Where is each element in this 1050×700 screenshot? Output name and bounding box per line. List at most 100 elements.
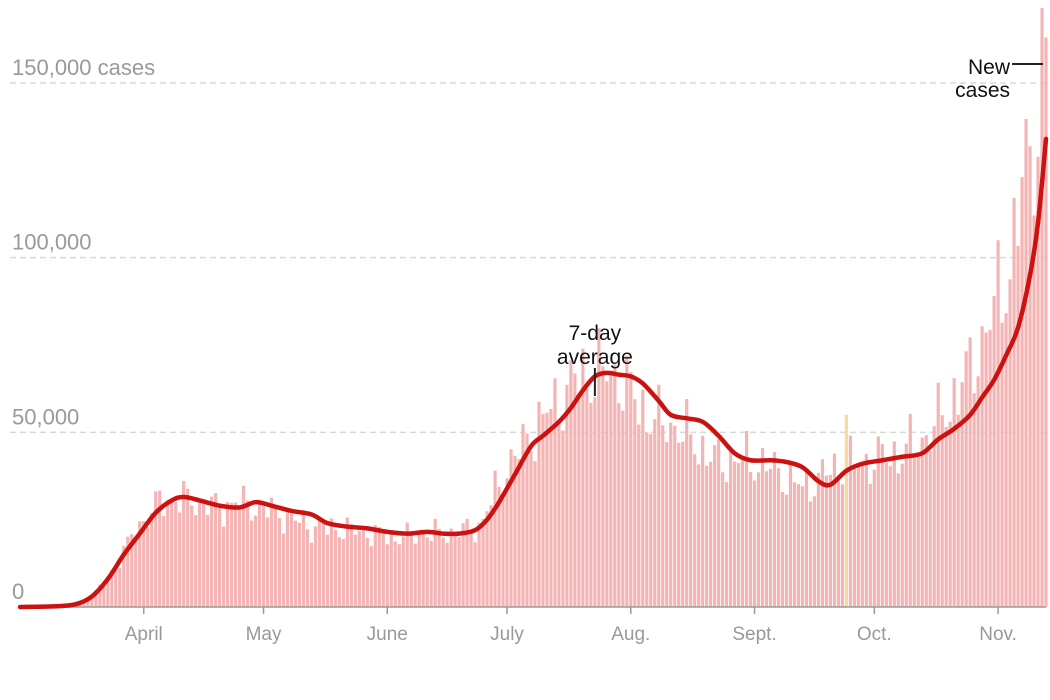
new-cases-bar: [269, 497, 274, 607]
new-cases-bar: [657, 384, 661, 607]
new-cases-bar: [313, 526, 318, 607]
new-cases-bar: [485, 511, 489, 607]
new-cases-bar: [305, 529, 310, 607]
new-cases-bar: [709, 461, 713, 607]
new-cases-bar: [433, 518, 437, 607]
new-cases-bar: [90, 597, 94, 607]
new-cases-bar: [992, 296, 996, 607]
new-cases-bar: [601, 366, 605, 607]
new-cases-bar: [764, 471, 769, 607]
new-cases-bar: [748, 472, 753, 607]
y-tick-label: 0: [12, 579, 24, 604]
new-cases-bar: [413, 543, 417, 607]
x-tick-label: Sept.: [732, 624, 776, 645]
new-cases-bar: [393, 541, 397, 607]
new-cases-bar: [828, 474, 833, 607]
new-cases-bar: [956, 414, 960, 607]
new-cases-bar: [257, 502, 262, 607]
new-cases-bar: [126, 536, 130, 607]
new-cases-bar: [517, 458, 521, 607]
new-cases-bar: [445, 542, 449, 607]
new-cases-bar: [529, 451, 533, 607]
y-tick-label: 50,000: [12, 404, 79, 429]
new-cases-bar: [784, 494, 789, 607]
new-cases-bar: [321, 522, 325, 607]
annotation-text: average: [557, 346, 633, 369]
new-cases-bar: [501, 494, 505, 607]
new-cases-bar: [114, 565, 118, 607]
new-cases-bar: [102, 583, 106, 607]
new-cases-bar: [1044, 37, 1048, 607]
new-cases-bar: [545, 412, 549, 607]
new-cases-bar: [521, 423, 525, 607]
new-cases-bar: [233, 502, 238, 607]
new-cases-bar: [110, 569, 114, 607]
new-cases-bar: [948, 421, 952, 607]
new-cases-bar: [170, 501, 174, 607]
new-cases-bar: [481, 518, 485, 607]
new-cases-bar: [752, 480, 757, 607]
new-cases-bar: [597, 328, 601, 607]
new-cases-bars: [22, 7, 1048, 608]
new-cases-bar: [964, 351, 968, 607]
new-cases-bar: [341, 538, 345, 607]
new-cases-bar: [649, 433, 653, 607]
new-cases-bar: [401, 536, 405, 607]
new-cases-bar: [880, 443, 884, 607]
new-cases-bar: [537, 401, 541, 607]
seven-day-average-line: [17, 136, 1049, 610]
new-cases-bar: [804, 469, 809, 607]
labels: 0 50,000 100,000 150,000 cases April May June J…: [12, 55, 1043, 645]
new-cases-bar: [1004, 313, 1008, 607]
new-cases-bar: [194, 515, 198, 607]
new-cases-bar: [98, 584, 102, 607]
new-cases-bar: [888, 466, 892, 607]
new-cases-bar: [273, 506, 278, 607]
new-cases-bar: [689, 434, 693, 607]
new-cases-bar: [904, 443, 908, 607]
new-cases-bar: [365, 537, 369, 607]
new-cases-bar: [118, 567, 122, 607]
new-cases-bar: [593, 397, 597, 607]
new-cases-bar: [729, 451, 733, 607]
new-cases-bar: [377, 527, 381, 607]
new-cases-bar: [653, 419, 657, 607]
new-cases-bar: [409, 531, 413, 607]
new-cases-bar: [182, 481, 186, 607]
new-cases-bar: [497, 486, 501, 607]
annotation-text: New: [968, 56, 1011, 79]
new-cases-bar: [509, 449, 513, 607]
new-cases-bar: [146, 526, 150, 607]
new-cases-bar: [218, 504, 222, 607]
new-cases-bar: [317, 519, 322, 607]
new-cases-bar: [744, 430, 749, 607]
new-cases-bar: [844, 414, 848, 607]
new-cases-bar: [816, 472, 821, 607]
new-cases-bar: [385, 544, 389, 607]
new-cases-bar: [936, 382, 940, 607]
new-cases-bar: [210, 496, 214, 607]
new-cases-bar: [465, 518, 469, 607]
new-cases-bar: [513, 455, 517, 607]
new-cases-bar: [760, 448, 765, 607]
new-cases-bar: [673, 425, 677, 607]
new-cases-bar: [633, 399, 637, 607]
new-cases-bar: [852, 465, 856, 607]
new-cases-bar: [637, 424, 641, 607]
new-cases-bar: [681, 441, 685, 607]
new-cases-bar: [952, 378, 956, 607]
new-cases-bar: [629, 371, 633, 607]
new-cases-bar: [908, 413, 912, 607]
new-cases-bar: [417, 533, 421, 607]
new-cases-bar: [677, 442, 681, 607]
new-cases-bar: [577, 393, 581, 607]
annotation-text: 7-day: [569, 322, 622, 345]
new-cases-bar: [756, 472, 761, 607]
x-axis: [20, 606, 1046, 614]
new-cases-bar: [505, 478, 509, 607]
new-cases-bar: [864, 453, 868, 607]
new-cases-bar: [776, 468, 781, 607]
x-tick-label: Oct.: [857, 624, 892, 645]
new-cases-bar: [245, 500, 250, 607]
new-cases-bar: [174, 502, 178, 607]
